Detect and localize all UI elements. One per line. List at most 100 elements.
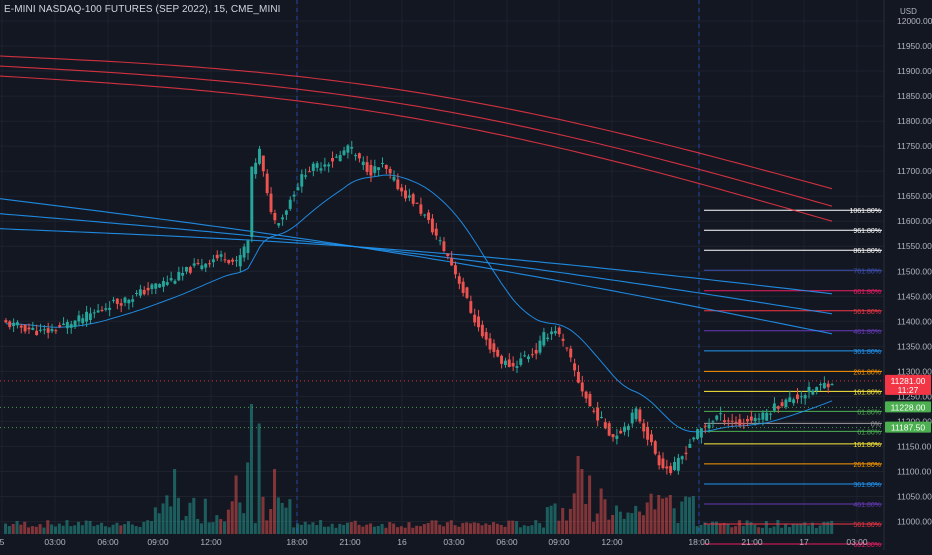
candle-body — [192, 263, 196, 266]
time-tick-label: 09:00 — [147, 537, 169, 547]
candle-body — [342, 150, 346, 155]
candle-body — [327, 164, 331, 167]
volume-bar — [284, 507, 288, 534]
volume-bar — [661, 498, 665, 534]
volume-bar — [492, 522, 496, 534]
volume-bar — [292, 527, 296, 534]
fib-level-label: 461.80% — [853, 329, 881, 336]
price-axis[interactable]: 12000.00 11950.00 11900.00 11850.00 11800.00… — [897, 16, 932, 526]
chart-title[interactable]: E-MINI NASDAQ-100 FUTURES (SEP 2022), 15… — [4, 4, 281, 15]
candle-body — [780, 402, 784, 406]
volume-bar — [484, 523, 488, 534]
candle-body — [515, 366, 519, 368]
fib-level-label: 61.80% — [857, 429, 881, 436]
candle-body — [550, 331, 553, 335]
volume-bar — [780, 527, 784, 534]
candle-body — [742, 423, 746, 425]
candle-body — [607, 423, 611, 436]
volume-bar — [753, 524, 757, 534]
volume-bar — [188, 502, 192, 534]
fib-level-label: 561.80% — [853, 309, 881, 316]
volume-bar — [142, 521, 146, 534]
volume-bar — [173, 469, 177, 534]
candle-body — [815, 387, 819, 391]
volume-bar — [584, 504, 588, 534]
volume-bar — [50, 524, 54, 534]
volume-bar — [791, 524, 795, 534]
volume-bar — [288, 499, 292, 534]
candle-body — [269, 193, 273, 212]
candle-body — [307, 171, 311, 173]
candle-body — [722, 420, 726, 423]
candle-body — [473, 314, 477, 323]
candle-body — [799, 396, 803, 398]
volume-bar — [749, 522, 753, 534]
candle-body — [415, 202, 419, 204]
candle-body — [400, 187, 404, 192]
price-axis-panel[interactable] — [884, 0, 932, 550]
volume-bar — [480, 525, 484, 534]
candle-body — [392, 176, 396, 181]
candle-body — [588, 394, 592, 407]
candle-body — [219, 254, 223, 257]
volume-bar — [176, 497, 180, 534]
volume-bar — [434, 520, 438, 534]
price-tick-label: 11700.00 — [897, 166, 932, 176]
volume-bar — [369, 523, 373, 534]
volume-bar — [737, 520, 741, 534]
candle-body — [673, 462, 676, 471]
candle-body — [523, 355, 527, 357]
candle-body — [646, 426, 650, 440]
volume-bars — [4, 404, 834, 534]
volume-bar — [61, 525, 65, 534]
volume-bar — [69, 526, 73, 534]
volume-bar — [614, 505, 619, 534]
candle-body — [688, 443, 692, 448]
volume-bar — [511, 520, 515, 534]
volume-bar — [392, 523, 396, 534]
candle-body — [8, 321, 12, 328]
volume-bar — [691, 496, 695, 534]
candle-body — [665, 466, 669, 469]
volume-bar — [626, 512, 630, 534]
volume-bar — [365, 524, 369, 534]
price-label-box — [885, 401, 931, 413]
fib-level-label: 861.80% — [853, 248, 881, 255]
price-tick-label: 11250.00 — [897, 391, 932, 401]
candles — [4, 140, 834, 476]
candle-body — [265, 173, 269, 194]
volume-bar — [272, 469, 277, 534]
volume-bar — [622, 518, 626, 534]
ma-blue-line — [0, 228, 833, 295]
volume-bar — [664, 497, 668, 534]
volume-bar — [265, 520, 269, 534]
candle-body — [108, 307, 112, 310]
volume-bar — [361, 526, 365, 534]
candle-body — [719, 413, 723, 415]
candle-body — [684, 452, 688, 454]
volume-bar — [515, 521, 519, 534]
price-label-text: 11281.00 — [891, 376, 926, 386]
volume-bar — [695, 526, 699, 534]
candle-body — [500, 355, 504, 364]
volume-bar — [111, 524, 115, 534]
volume-bar — [530, 525, 534, 534]
candle-body — [438, 240, 442, 242]
candle-body — [730, 420, 734, 422]
volume-bar — [630, 513, 634, 534]
volume-bar — [23, 521, 27, 534]
candle-body — [331, 158, 334, 162]
volume-bar — [553, 503, 557, 534]
volume-bar — [580, 469, 584, 534]
time-axis[interactable]: 5 03:00 06:00 09:00 12:00 18:00 21:00 16 03:00 06… — [0, 537, 868, 547]
time-tick-label: 21:00 — [339, 537, 361, 547]
fib-level-label: 0% — [871, 421, 881, 428]
candle-body — [592, 410, 596, 412]
candle-body — [600, 417, 603, 419]
candle-body — [519, 358, 523, 365]
volume-bar — [226, 509, 230, 534]
volume-bar — [103, 526, 107, 534]
candle-body — [88, 313, 92, 321]
